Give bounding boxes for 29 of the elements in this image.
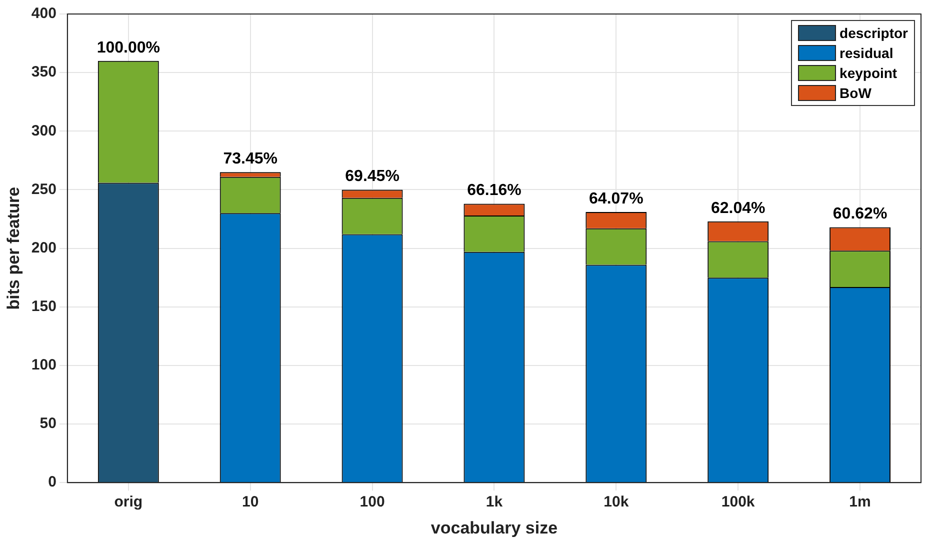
x-tick-label: 10k xyxy=(604,494,630,511)
y-tick-label: 50 xyxy=(40,415,56,432)
annotation: 69.45% xyxy=(345,168,400,186)
y-tick-label: 0 xyxy=(48,474,56,491)
y-tick-label: 300 xyxy=(31,122,56,140)
annotation: 60.62% xyxy=(832,206,888,223)
annotation: 64.07% xyxy=(589,190,644,208)
y-axis-title: bits per feature xyxy=(4,186,23,310)
x-tick-label: 100 xyxy=(360,494,385,511)
legend-label: residual xyxy=(840,45,894,61)
legend-label: keypoint xyxy=(840,65,898,81)
legend-label: BoW xyxy=(840,85,872,101)
legend-label: descriptor xyxy=(840,25,908,41)
x-tick-label: orig xyxy=(114,494,143,511)
y-tick-label: 150 xyxy=(31,298,56,316)
y-tick-label: 200 xyxy=(31,239,56,256)
annotation: 73.45% xyxy=(223,150,278,168)
annotation: 100.00% xyxy=(96,39,160,56)
x-tick-label: 100k xyxy=(721,494,756,511)
x-tick-label: 1m xyxy=(849,494,871,511)
x-tick-label: 10 xyxy=(242,494,259,511)
x-tick-label: 1k xyxy=(486,494,504,511)
y-tick-label: 400 xyxy=(31,5,56,22)
annotation: 66.16% xyxy=(467,182,522,200)
y-tick-label: 350 xyxy=(31,64,56,81)
x-axis-title: vocabulary size xyxy=(430,518,558,538)
y-tick-label: 250 xyxy=(31,180,56,198)
y-tick-label: 100 xyxy=(31,356,56,374)
annotation: 62.04% xyxy=(710,200,766,217)
